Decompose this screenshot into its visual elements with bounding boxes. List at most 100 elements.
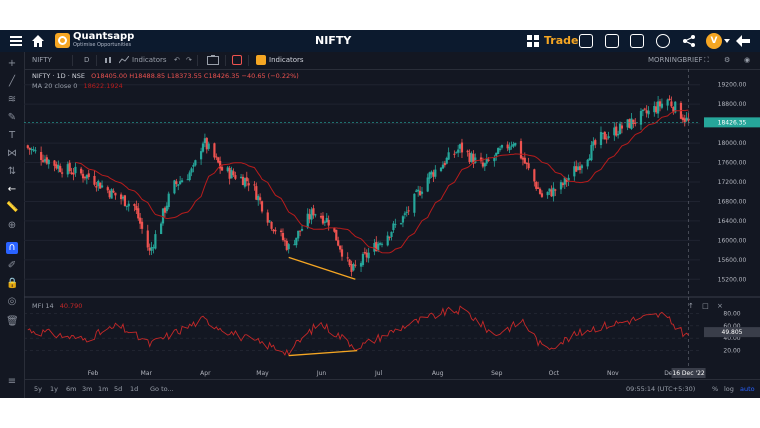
zoom-icon[interactable]: ⊕	[7, 220, 17, 231]
candle-body	[180, 180, 184, 183]
calendar-icon[interactable]	[605, 34, 619, 48]
candle-body	[161, 208, 165, 224]
month-label: Dec	[664, 370, 676, 377]
range-button-3m[interactable]: 3m	[82, 385, 93, 393]
trendline-icon[interactable]: ╱	[8, 76, 16, 87]
candle-body	[359, 263, 363, 267]
candle-body	[439, 167, 443, 172]
arrow-left-icon[interactable]: ←	[7, 184, 17, 195]
range-button-5d[interactable]: 5d	[114, 385, 123, 393]
auto-toggle[interactable]: auto	[740, 385, 755, 393]
range-button-1m[interactable]: 1m	[98, 385, 109, 393]
crosshair-icon[interactable]: +	[7, 58, 17, 69]
delete-icon[interactable]	[232, 55, 242, 65]
symbol-search[interactable]: NIFTY	[32, 56, 52, 64]
candle-body	[120, 194, 123, 200]
eye-icon[interactable]: ◎	[7, 296, 17, 307]
window-icon[interactable]	[579, 34, 593, 48]
magnet-icon[interactable]: ∩	[6, 242, 18, 254]
screenshot-icon[interactable]	[207, 55, 219, 65]
candle-body	[203, 138, 207, 144]
redo-icon[interactable]: ↷	[186, 56, 192, 64]
draw-mode-icon[interactable]: ✐	[7, 260, 17, 271]
candle-body	[519, 141, 523, 159]
candle-body	[114, 192, 117, 196]
candle-body	[514, 142, 517, 146]
candle-body	[630, 118, 633, 129]
prediction-icon[interactable]: ⇅	[7, 166, 17, 177]
chart-area[interactable]: 19200.0018800.0018400.0018000.0017600.00…	[24, 69, 760, 398]
candle-body	[74, 166, 77, 174]
fullscreen-icon[interactable]: ⛶	[704, 56, 709, 64]
candle-body	[367, 252, 370, 259]
indicators-icon[interactable]	[119, 56, 129, 65]
candle-body	[373, 243, 376, 252]
grid-icon[interactable]	[527, 35, 539, 47]
candle-body	[401, 216, 405, 223]
candle-body	[127, 203, 130, 207]
close-pane-icon[interactable]: ×	[716, 302, 723, 310]
percent-toggle[interactable]: %	[712, 385, 719, 393]
maximize-icon[interactable]: □	[702, 302, 709, 310]
candle-body	[626, 119, 629, 128]
video-icon[interactable]	[630, 34, 644, 48]
text-icon[interactable]: T	[8, 130, 16, 141]
candle-body	[350, 264, 353, 272]
hamburger-menu-icon[interactable]	[10, 36, 22, 46]
trade-button[interactable]: Trade	[544, 34, 579, 47]
price-tick-label: 17600.00	[718, 160, 747, 167]
candle-body	[188, 172, 191, 181]
fib-icon[interactable]: ≋	[7, 94, 17, 105]
trash-icon[interactable]: 🗑	[6, 316, 19, 327]
quantsapp-indicators-icon[interactable]	[256, 55, 266, 65]
candle-body	[190, 168, 193, 173]
candle-body	[586, 159, 589, 167]
chevron-down-icon[interactable]	[724, 38, 730, 44]
share-icon[interactable]	[682, 34, 696, 48]
candle-type-icon[interactable]	[104, 56, 112, 65]
undo-icon[interactable]: ↶	[174, 56, 180, 64]
log-toggle[interactable]: log	[724, 385, 734, 393]
ohlc-values: O18405.00 H18488.85 L18373.55 C18426.35 …	[91, 72, 299, 80]
candle-body	[413, 193, 416, 213]
page-title: NIFTY	[315, 34, 352, 47]
month-label: Jul	[374, 370, 383, 377]
indicators-button-2[interactable]: Indicators	[269, 56, 304, 64]
candle-body	[660, 103, 664, 108]
candle-body	[100, 185, 104, 188]
candle-body	[228, 167, 231, 179]
candle-body	[293, 244, 296, 246]
move-up-icon[interactable]: ↑	[688, 302, 694, 310]
pattern-icon[interactable]: ⋈	[7, 148, 17, 159]
chart-canvas[interactable]: 19200.0018800.0018400.0018000.0017600.00…	[24, 69, 760, 379]
candle-body	[152, 247, 155, 249]
current-price-tag: 18426.35	[718, 119, 747, 126]
candle-body	[563, 177, 566, 185]
settings-gear-icon[interactable]: ⚙	[724, 56, 731, 64]
range-button-5y[interactable]: 5y	[34, 385, 42, 393]
user-avatar[interactable]: V	[706, 33, 722, 49]
candle-body	[639, 110, 643, 125]
candle-body	[613, 127, 616, 136]
back-arrow-icon[interactable]	[736, 35, 750, 47]
indicators-button[interactable]: Indicators	[132, 56, 167, 64]
basket-icon[interactable]	[656, 34, 670, 48]
candle-body	[641, 109, 644, 112]
lock-icon[interactable]: 🔒	[6, 278, 19, 289]
goto-date-button[interactable]: Go to...	[150, 385, 174, 393]
interval-selector[interactable]: D	[84, 56, 90, 64]
candle-body	[215, 156, 218, 158]
candle-body	[110, 189, 113, 199]
candle-body	[483, 163, 486, 167]
home-icon[interactable]	[31, 34, 45, 48]
layers-icon[interactable]: ≡	[7, 376, 17, 387]
range-button-1y[interactable]: 1y	[50, 385, 58, 393]
range-button-6m[interactable]: 6m	[66, 385, 77, 393]
camera-icon[interactable]: ◉	[744, 56, 751, 64]
candle-body	[657, 101, 660, 114]
candle-body	[525, 162, 528, 165]
ruler-icon[interactable]: 📏	[6, 202, 19, 213]
range-button-1d[interactable]: 1d	[130, 385, 139, 393]
brush-icon[interactable]: ✎	[7, 112, 17, 123]
layout-name[interactable]: MORNINGBRIEF	[648, 56, 703, 64]
